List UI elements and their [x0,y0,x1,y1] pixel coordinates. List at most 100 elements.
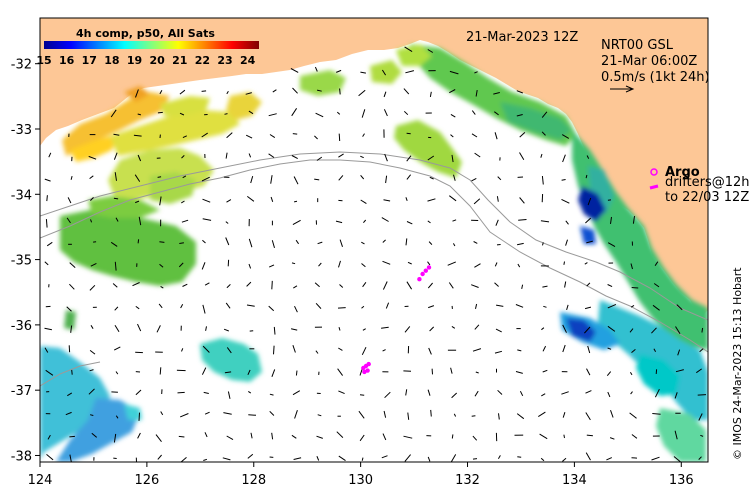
current-vector [113,433,117,443]
drifter-position [420,271,425,277]
current-vector [290,328,298,331]
current-vector [381,217,389,222]
current-vector [451,392,458,399]
current-vector [113,197,119,200]
current-vector [89,414,94,416]
current-vector [587,197,592,206]
current-vector [157,111,163,114]
current-vector [359,394,365,396]
current-vector [314,178,320,181]
current-vector [606,371,612,377]
current-vector [586,368,591,376]
current-vector [562,457,567,462]
current-vector [338,390,345,395]
current-vector [403,110,409,116]
current-vector [110,109,117,118]
current-vectors [44,46,707,462]
current-vector [587,345,591,354]
drifter-position [426,265,432,270]
current-vector [90,262,97,267]
current-vector [521,284,524,290]
current-vector [428,305,435,309]
current-vector [585,174,588,179]
current-vector [383,91,387,98]
current-vector [338,260,341,268]
current-vector [382,239,386,243]
current-vector [137,154,142,162]
current-vector [541,131,546,136]
current-vector [273,345,275,355]
current-vector [292,345,296,353]
colorbar-label: 24 [240,54,256,67]
current-vector [358,89,366,97]
lon-tick-label: 126 [134,473,159,488]
current-vector [115,217,119,222]
current-vector [631,434,638,439]
current-vector [542,369,548,373]
current-vector [428,347,432,355]
current-vector [226,284,231,289]
current-vector [427,49,434,53]
current-vector [294,305,298,313]
lon-tick-label: 130 [348,473,373,488]
current-vector [561,179,566,181]
current-vector [381,69,387,76]
current-vector [160,285,164,289]
lat-tick-label: -35 [11,254,32,269]
current-vector [406,132,411,135]
current-vector [383,199,391,202]
current-vector [115,415,119,419]
current-vector [561,134,570,139]
plot-frame [39,17,709,463]
map-date-title: 21-Mar-2023 12Z [466,30,578,45]
current-vector [135,200,140,204]
current-vector [562,154,566,163]
current-vector [652,413,661,415]
current-vector [517,349,522,352]
colorbar-strip [44,41,259,49]
current-vector [450,113,456,118]
current-vector [203,391,209,394]
current-vector [268,264,275,268]
current-vector [180,303,184,309]
colorbar-label: 20 [150,54,166,67]
current-vector [225,237,230,246]
current-vector [406,281,413,290]
current-vector [91,432,98,438]
scale-arrow [610,85,635,93]
current-vector [273,326,276,335]
current-vector [315,350,319,354]
current-vector [542,285,548,288]
current-vector [338,175,344,181]
current-vector [293,176,299,185]
current-vector [382,433,387,441]
current-vector [516,413,525,420]
current-vector [653,283,660,288]
current-vector [447,261,456,266]
current-vector [246,281,252,287]
colorbar-label: 23 [217,54,232,67]
current-vector [113,152,118,160]
current-vector [384,153,388,162]
current-vector [156,325,161,333]
current-vector [473,198,481,205]
current-vector [497,389,503,395]
current-vector [179,242,184,244]
current-vector [180,413,189,418]
current-vector [336,111,341,115]
current-vector [112,283,118,288]
colorbar-label: 15 [36,54,51,67]
current-vector [247,195,255,202]
current-vector [293,285,298,289]
current-vector [541,111,548,118]
current-vector [474,263,481,268]
current-vector [475,371,479,374]
current-vector [361,109,366,118]
current-vector [427,220,431,224]
current-vector [89,175,94,179]
current-vector [182,283,188,287]
current-vector [339,284,344,288]
current-vector [629,412,637,419]
current-vector [653,348,657,353]
current-vector [675,369,684,373]
